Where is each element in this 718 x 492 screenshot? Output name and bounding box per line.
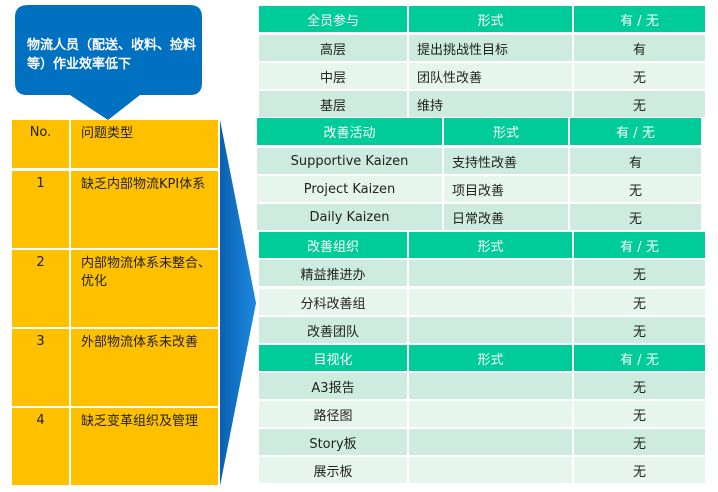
organization-row-cell: 精益推进办 bbox=[259, 260, 407, 286]
activity-row: Daily Kaizen 日常改善无 bbox=[257, 204, 701, 230]
problem-type: 外部物流体系未改善 bbox=[71, 329, 218, 406]
visualization-row-cell: 无 bbox=[574, 429, 705, 455]
visualization-row-cell bbox=[409, 429, 572, 455]
participation-row: 高层 提出挑战性目标有 bbox=[259, 35, 705, 61]
problem-row: 4 缺乏变革组织及管理 bbox=[12, 408, 218, 485]
visualization-row-cell: 无 bbox=[574, 373, 705, 399]
visualization-row-cell: 无 bbox=[574, 401, 705, 427]
callout-text: 物流人员（配送、收料、捡料等）作业效率低下 bbox=[27, 38, 197, 72]
activity-row-cell: Supportive Kaizen bbox=[257, 148, 442, 174]
activity-header-row-cell: 改善活动 bbox=[257, 118, 442, 145]
participation-row-cell: 高层 bbox=[259, 35, 407, 61]
no-header: No. bbox=[12, 120, 69, 168]
activity-row: Supportive Kaizen 支持性改善有 bbox=[257, 148, 701, 174]
organization-row-cell: 无 bbox=[574, 260, 705, 286]
type-header: 问题类型 bbox=[71, 120, 218, 168]
participation-header-row-cell: 全员参与 bbox=[259, 6, 407, 32]
activity-row-cell: Project Kaizen bbox=[257, 176, 442, 202]
visualization-row: A3报告 无 bbox=[259, 373, 705, 399]
activity-row-cell: 无 bbox=[570, 204, 701, 230]
participation-header-row: 全员参与 形式有 / 无 bbox=[259, 6, 705, 32]
organization-header-row-cell: 形式 bbox=[409, 232, 572, 258]
participation-row-cell: 基层 bbox=[259, 91, 407, 117]
problem-type: 内部物流体系未整合、优化 bbox=[71, 250, 218, 327]
activity-header-row-cell: 形式 bbox=[444, 118, 568, 145]
participation-header-row-cell: 有 / 无 bbox=[574, 6, 705, 32]
problem-no: 1 bbox=[12, 171, 69, 248]
visualization-row-cell: 路径图 bbox=[259, 401, 407, 427]
visualization-row: 路径图 无 bbox=[259, 401, 705, 427]
visualization-row-cell bbox=[409, 401, 572, 427]
organization-row-cell: 改善团队 bbox=[259, 317, 407, 343]
visualization-row-cell bbox=[409, 373, 572, 399]
visualization-header-row-cell: 有 / 无 bbox=[574, 345, 705, 371]
visualization-header-row: 目视化 形式有 / 无 bbox=[259, 345, 705, 371]
problem-row: 1 缺乏内部物流KPI体系 bbox=[12, 171, 218, 248]
visualization-row-cell: A3报告 bbox=[259, 373, 407, 399]
organization-header-row-cell: 改善组织 bbox=[259, 232, 407, 258]
activity-row-cell: 有 bbox=[570, 148, 701, 174]
problem-header-row: No. 问题类型 bbox=[12, 120, 218, 168]
organization-row: 精益推进办 无 bbox=[259, 260, 705, 286]
participation-row-cell: 有 bbox=[574, 35, 705, 61]
organization-header-row: 改善组织 形式有 / 无 bbox=[259, 232, 705, 258]
activity-row-cell: 支持性改善 bbox=[444, 148, 568, 174]
problem-row: 3 外部物流体系未改善 bbox=[12, 329, 218, 406]
organization-row-cell bbox=[409, 289, 572, 315]
problem-row: 2 内部物流体系未整合、优化 bbox=[12, 250, 218, 327]
organization-row-cell bbox=[409, 260, 572, 286]
participation-row-cell: 中层 bbox=[259, 63, 407, 89]
arrow-icon bbox=[220, 120, 256, 486]
visualization-row-cell: 展示板 bbox=[259, 457, 407, 483]
activity-row-cell: 无 bbox=[570, 176, 701, 202]
organization-header-row-cell: 有 / 无 bbox=[574, 232, 705, 258]
organization-row-cell: 无 bbox=[574, 289, 705, 315]
participation-row: 基层 维持无 bbox=[259, 91, 705, 117]
activity-row-cell: Daily Kaizen bbox=[257, 204, 442, 230]
participation-row-cell: 无 bbox=[574, 91, 705, 117]
organization-row: 分科改善组 无 bbox=[259, 289, 705, 315]
callout-shape bbox=[15, 5, 202, 120]
participation-header-row-cell: 形式 bbox=[409, 6, 572, 32]
visualization-row: Story板 无 bbox=[259, 429, 705, 455]
organization-row: 改善团队 无 bbox=[259, 317, 705, 343]
participation-row: 中层 团队性改善无 bbox=[259, 63, 705, 89]
participation-row-cell: 维持 bbox=[409, 91, 572, 117]
problem-no: 4 bbox=[12, 408, 69, 485]
participation-row-cell: 团队性改善 bbox=[409, 63, 572, 89]
problem-no: 3 bbox=[12, 329, 69, 406]
participation-row-cell: 提出挑战性目标 bbox=[409, 35, 572, 61]
visualization-row: 展示板 无 bbox=[259, 457, 705, 483]
visualization-row-cell: Story板 bbox=[259, 429, 407, 455]
visualization-header-row-cell: 形式 bbox=[409, 345, 572, 371]
problem-type: 缺乏变革组织及管理 bbox=[71, 408, 218, 485]
problem-type: 缺乏内部物流KPI体系 bbox=[71, 171, 218, 248]
activity-row: Project Kaizen 项目改善无 bbox=[257, 176, 701, 202]
organization-row-cell: 无 bbox=[574, 317, 705, 343]
visualization-row-cell bbox=[409, 457, 572, 483]
problem-no: 2 bbox=[12, 250, 69, 327]
activity-row-cell: 项目改善 bbox=[444, 176, 568, 202]
visualization-header-row-cell: 目视化 bbox=[259, 345, 407, 371]
visualization-row-cell: 无 bbox=[574, 457, 705, 483]
participation-row-cell: 无 bbox=[574, 63, 705, 89]
activity-header-row-cell: 有 / 无 bbox=[570, 118, 701, 145]
activity-row-cell: 日常改善 bbox=[444, 204, 568, 230]
organization-row-cell bbox=[409, 317, 572, 343]
organization-row-cell: 分科改善组 bbox=[259, 289, 407, 315]
activity-header-row: 改善活动 形式有 / 无 bbox=[257, 118, 701, 145]
